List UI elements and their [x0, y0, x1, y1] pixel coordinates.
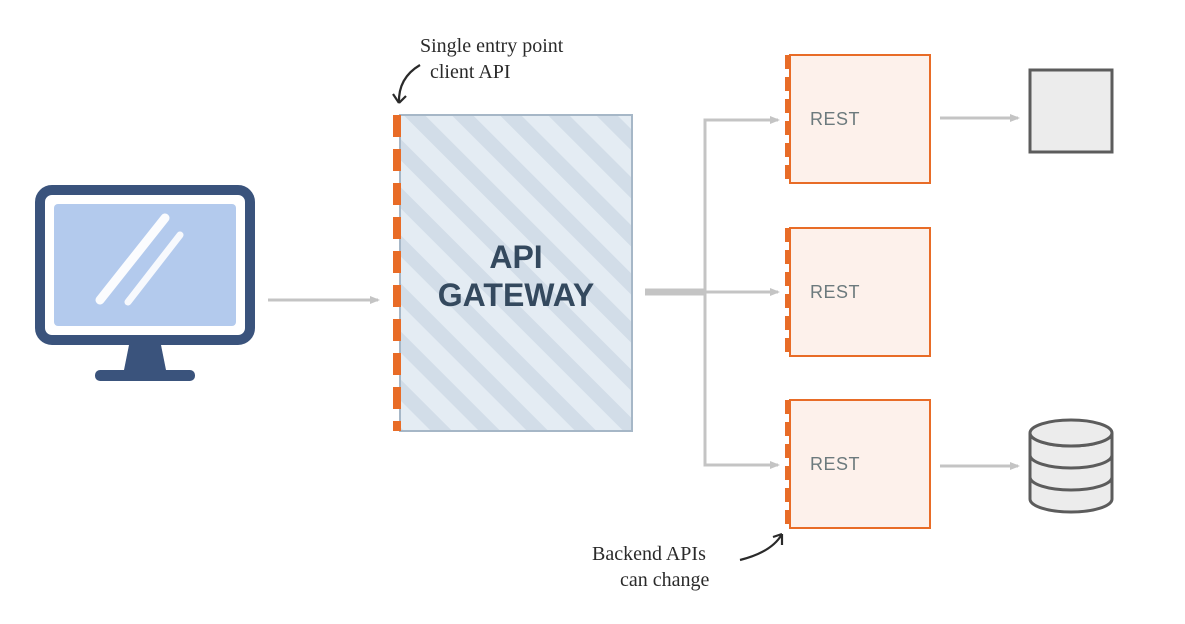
rest-service-mid: REST [788, 228, 930, 356]
diagram-canvas: API GATEWAY REST REST REST Single entry … [0, 0, 1185, 624]
gateway-label-line2: GATEWAY [438, 277, 594, 313]
annotation-bottom: Backend APIs can change [592, 534, 782, 591]
database-icon [1030, 420, 1112, 512]
rest-label-2: REST [810, 454, 860, 474]
annotation-bottom-line1: Backend APIs [592, 543, 706, 565]
edge-gateway-rest-bottom [645, 294, 778, 465]
target-box [1030, 70, 1112, 152]
client-monitor-icon [40, 190, 250, 381]
api-gateway-node: API GATEWAY [397, 115, 632, 431]
edge-gateway-rest-top [645, 120, 778, 290]
annotation-bottom-line2: can change [620, 569, 710, 591]
annotation-top-line2: client API [430, 61, 511, 83]
gateway-label-line1: API [489, 239, 542, 275]
rest-service-top: REST [788, 55, 930, 183]
annotation-top: Single entry point client API [393, 35, 564, 103]
rest-label-1: REST [810, 282, 860, 302]
annotation-top-line1: Single entry point [420, 35, 564, 57]
rest-service-bottom: REST [788, 400, 930, 528]
rest-label-0: REST [810, 109, 860, 129]
